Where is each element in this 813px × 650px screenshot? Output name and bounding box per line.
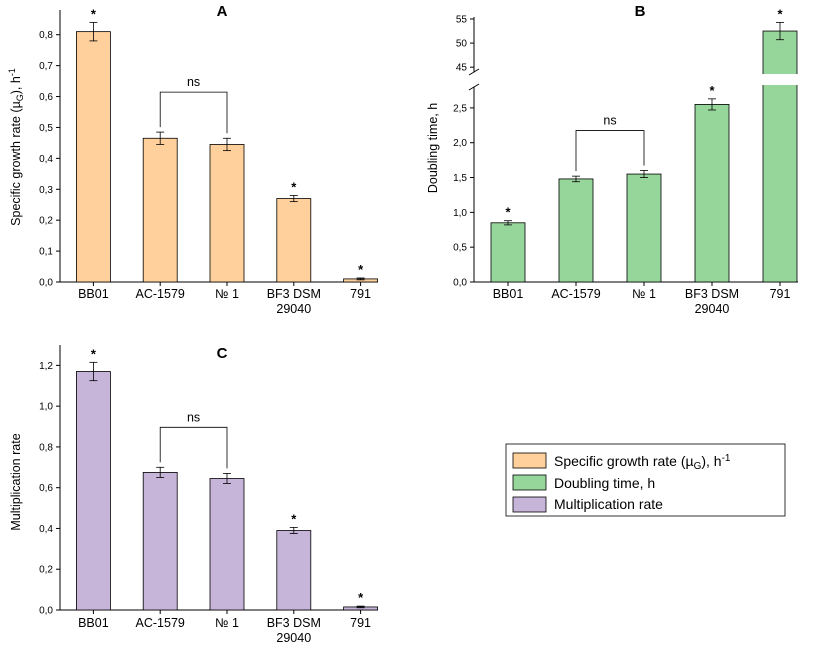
panel-a-y-axis-label: Specific growth rate (µG), h-1 [7, 68, 25, 226]
panel-b-significance-marker: * [777, 6, 783, 21]
panel-a-bar [142, 137, 178, 283]
legend-swatch-doubling-time [512, 474, 547, 491]
panel-a-category-label: 791 [350, 287, 371, 301]
panel-b-bar [558, 178, 594, 283]
panel-c-y-tick-label: 0,4 [39, 524, 53, 535]
panel-a-category-label: AC-1579 [136, 287, 185, 301]
panel-c-title: C [217, 345, 228, 362]
panel-b-chart: B Doubling time, h 0,0 0,5 1,0 1,5 2,0 2,5 45 5… [426, 3, 799, 316]
panel-c-bar [276, 530, 312, 611]
panel-c-category-label: 29040 [276, 631, 311, 645]
panel-a-significance-marker: * [291, 179, 297, 194]
panel-b-significance-marker: * [709, 83, 715, 98]
panel-b-y-tick-label: 45 [456, 63, 468, 74]
panel-a-bar [76, 31, 111, 283]
panel-b-category-label: BF3 DSM [685, 287, 739, 301]
panel-a-category-label: BF3 DSM [267, 287, 321, 301]
legend-swatch-growth-rate [512, 452, 547, 469]
panel-b-axis-break-mark [468, 83, 480, 91]
panel-b-y-tick-label: 1,5 [453, 173, 467, 184]
panel-c-category-label: № 1 [215, 616, 239, 630]
legend-label-doubling-time: Doubling time, h [554, 475, 655, 491]
panel-b-category-label: BB01 [493, 287, 524, 301]
panel-a-category-label: BB01 [78, 287, 109, 301]
panel-b-bar [694, 104, 730, 283]
panel-b-category-label: 791 [770, 287, 791, 301]
panel-b-significance-marker: * [505, 205, 511, 220]
panel-a-significance-marker: * [91, 6, 97, 21]
panel-b-y-tick-label: 0,5 [453, 243, 467, 254]
panel-b-ns-label: ns [603, 114, 616, 128]
panel-a-chart: A Specific growth rate (µG), h-1 0,0 0,1 0… [7, 3, 379, 316]
panel-b-y-axis-label: Doubling time, h [426, 103, 440, 193]
panel-a-title: A [217, 3, 228, 20]
panel-b-y-tick-label: 0,0 [453, 278, 467, 289]
panel-a-category-label: № 1 [215, 287, 239, 301]
panel-a-significance-marker: * [358, 262, 364, 277]
panel-c-ns-label: ns [187, 410, 200, 424]
panel-c-bar [76, 371, 111, 611]
panel-c-y-tick-label: 1,2 [39, 361, 53, 372]
panel-c-category-label: BF3 DSM [267, 616, 321, 630]
panel-a-y-tick-label: 0,2 [39, 216, 53, 227]
panel-b-category-label: 29040 [695, 302, 730, 316]
panel-c-significance-marker: * [291, 511, 297, 526]
panel-b-bar-break-gap [761, 74, 799, 85]
panel-a-y-tick-label: 0,0 [39, 278, 53, 289]
panel-b-y-tick-label: 2,5 [453, 103, 467, 114]
panel-c-chart: C Multiplication rate 0,0 0,2 0,4 0,6 0,8 1,0… [9, 345, 379, 645]
panel-b-ns-bracket [575, 130, 645, 172]
panel-a-bar [276, 198, 312, 283]
panel-a-y-tick-label: 0,3 [39, 185, 53, 196]
panel-a-ns-label: ns [187, 75, 200, 89]
panel-c-y-tick-label: 1,0 [39, 402, 53, 413]
panel-c-ns-bracket [159, 426, 228, 469]
legend-label-multiplication-rate: Multiplication rate [554, 496, 663, 512]
panel-a-bar [209, 144, 245, 283]
panel-c-y-tick-label: 0,8 [39, 442, 53, 453]
legend-swatch-multiplication-rate [512, 496, 547, 513]
panel-b-y-tick-label: 2,0 [453, 138, 467, 149]
legend-label-growth-rate: Specific growth rate (µG), h-1 [554, 453, 731, 472]
panel-c-category-label: 791 [350, 616, 371, 630]
panel-b-category-label: № 1 [632, 287, 656, 301]
panel-b-y-tick-label: 55 [456, 15, 468, 26]
panel-c-y-tick-label: 0,0 [39, 606, 53, 617]
panel-b-category-label: AC-1579 [551, 287, 600, 301]
panel-a-ns-bracket [159, 91, 228, 134]
panel-c-bar [142, 472, 178, 611]
panel-c-category-label: AC-1579 [136, 616, 185, 630]
panel-b-bar [762, 30, 798, 283]
panel-c-significance-marker: * [358, 590, 364, 605]
panel-b-bar [490, 222, 526, 283]
panel-b-title: B [635, 3, 646, 20]
legend-box [505, 443, 786, 517]
panel-a-y-tick-label: 0,1 [39, 247, 53, 258]
panel-c-y-tick-label: 0,6 [39, 483, 53, 494]
legend: Specific growth rate (µG), h-1 Doubling … [505, 443, 786, 517]
panel-a-y-tick-label: 0,6 [39, 92, 53, 103]
panel-b-axis-break-mark [468, 68, 480, 76]
panel-a-y-tick-label: 0,8 [39, 30, 53, 41]
panel-c-y-axis-label: Multiplication rate [9, 433, 23, 530]
panel-c-category-label: BB01 [78, 616, 109, 630]
panel-b-y-tick-label: 50 [456, 39, 468, 50]
panel-c-y-tick-label: 0,2 [39, 565, 53, 576]
panel-a-y-tick-label: 0,5 [39, 123, 53, 134]
panel-a-y-tick-label: 0,4 [39, 154, 53, 165]
panel-b-bar [626, 173, 662, 283]
panel-c-bar [209, 478, 245, 611]
panel-c-significance-marker: * [91, 346, 97, 361]
panel-b-y-tick-label: 1,0 [453, 208, 467, 219]
panel-a-category-label: 29040 [276, 302, 311, 316]
panel-a-y-tick-label: 0,7 [39, 61, 53, 72]
